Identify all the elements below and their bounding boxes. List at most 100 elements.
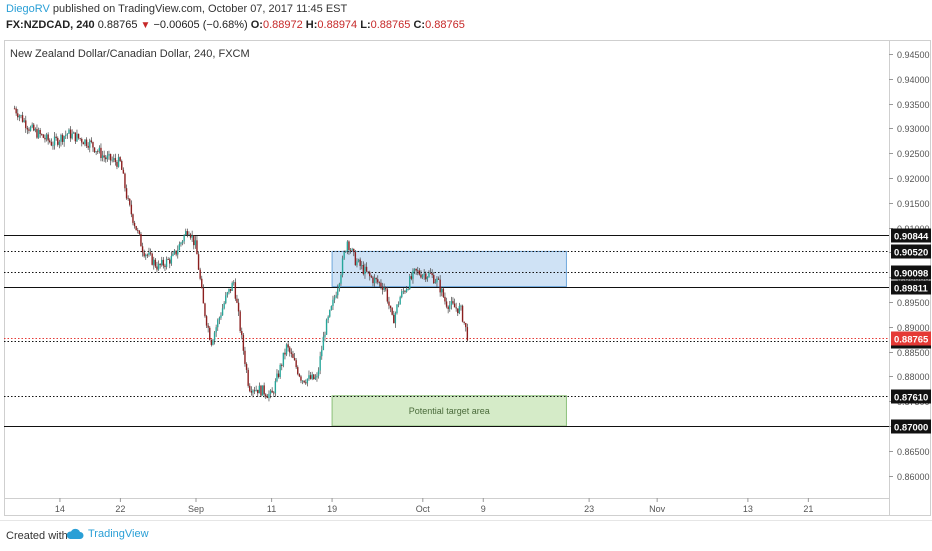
candle-body	[383, 287, 385, 290]
candle-body	[71, 133, 73, 139]
created-with-text: Created with	[6, 530, 68, 542]
candle-body	[401, 291, 403, 298]
candle-body	[13, 108, 16, 110]
x-tick-label: Oct	[416, 504, 431, 514]
level-label-box	[891, 280, 931, 295]
candle-body	[258, 385, 261, 394]
y-tick-label: 0.86000	[897, 472, 930, 482]
candle-body	[413, 268, 416, 271]
level-label-box	[891, 244, 931, 259]
candle-body	[156, 266, 158, 270]
tradingview-link[interactable]: TradingView	[66, 528, 149, 540]
candle-body	[420, 274, 422, 278]
candle-body	[457, 308, 459, 314]
candle-body	[404, 291, 406, 293]
candle-body	[309, 375, 312, 379]
candle-body	[108, 153, 110, 156]
candle-body	[461, 305, 464, 322]
candle-body	[249, 385, 251, 392]
candle-body	[18, 115, 21, 118]
candle-body	[325, 319, 328, 335]
candle-body	[170, 255, 173, 264]
price-chart[interactable]: New Zealand Dollar/Canadian Dollar, 240,…	[4, 40, 931, 516]
candle-body	[261, 385, 264, 396]
candle-body	[337, 288, 339, 296]
candle-body	[245, 363, 248, 370]
candle-body	[322, 336, 325, 351]
candle-body	[300, 376, 302, 381]
y-tick-label: 0.94000	[897, 75, 930, 85]
candle-body	[52, 145, 54, 147]
candle-body	[324, 334, 326, 337]
candle-body	[103, 155, 105, 158]
x-tick-label: 9	[481, 504, 486, 514]
candle-body	[279, 364, 281, 377]
candle-body	[447, 306, 449, 310]
candle-body	[44, 137, 46, 140]
candle-body	[180, 242, 182, 245]
candle-body	[345, 251, 347, 253]
candle-body	[84, 139, 86, 145]
candle-body	[386, 289, 389, 302]
candle-body	[455, 307, 457, 309]
y-tick-label: 0.94500	[897, 50, 930, 60]
candle-body	[340, 274, 342, 284]
candle-body	[165, 259, 168, 267]
footer: Created with TradingView	[0, 520, 932, 551]
candle-body	[223, 303, 225, 309]
candle-body	[215, 327, 217, 333]
candle-body	[425, 273, 427, 280]
candle-body	[282, 352, 285, 366]
candle-body	[343, 252, 345, 259]
candle-body	[77, 133, 80, 139]
candle-body	[338, 283, 341, 289]
candle-body	[378, 282, 381, 284]
candle-body	[418, 270, 421, 275]
x-tick-label: 23	[584, 504, 594, 514]
x-tick-label: 19	[327, 504, 337, 514]
chart-area[interactable]: New Zealand Dollar/Canadian Dollar, 240,…	[4, 40, 931, 516]
candle-body	[25, 120, 27, 129]
candle-body	[263, 385, 265, 395]
candle-body	[133, 222, 136, 227]
candle-body	[207, 325, 209, 328]
candle-body	[125, 188, 128, 199]
candle-body	[135, 226, 137, 231]
candle-body	[429, 272, 432, 274]
low-value: 0.88765	[370, 19, 411, 31]
candle-body	[181, 241, 184, 243]
candle-body	[437, 278, 440, 280]
candle-body	[178, 244, 181, 251]
candle-body	[465, 323, 467, 328]
candle-body	[106, 155, 109, 160]
candle-body	[361, 264, 363, 266]
candle-body	[271, 390, 273, 393]
candle-body	[68, 129, 70, 134]
candle-body	[356, 261, 358, 266]
candle-body	[87, 145, 89, 148]
candle-body	[188, 234, 190, 236]
candle-body	[157, 263, 160, 270]
candle-body	[388, 301, 390, 306]
level-label: 0.87610	[894, 393, 928, 404]
candle-body	[185, 231, 187, 236]
candle-body	[124, 173, 126, 189]
candle-body	[34, 129, 37, 131]
candle-body	[236, 298, 238, 303]
y-tick-label: 0.88000	[897, 372, 930, 382]
candle-body	[101, 155, 104, 158]
candle-body	[55, 136, 57, 139]
candle-body	[145, 254, 147, 257]
candle-body	[143, 252, 145, 257]
candle-body	[189, 234, 192, 238]
candle-body	[295, 360, 297, 368]
author-link[interactable]: DiegoRV	[6, 3, 50, 15]
last-price-label-box	[891, 331, 931, 346]
candle-body	[183, 235, 185, 242]
candle-body	[20, 115, 22, 116]
candle-body	[66, 133, 69, 135]
candle-body	[353, 248, 355, 253]
candle-body	[175, 250, 177, 255]
candle-body	[301, 380, 304, 382]
candle-body	[154, 259, 157, 267]
